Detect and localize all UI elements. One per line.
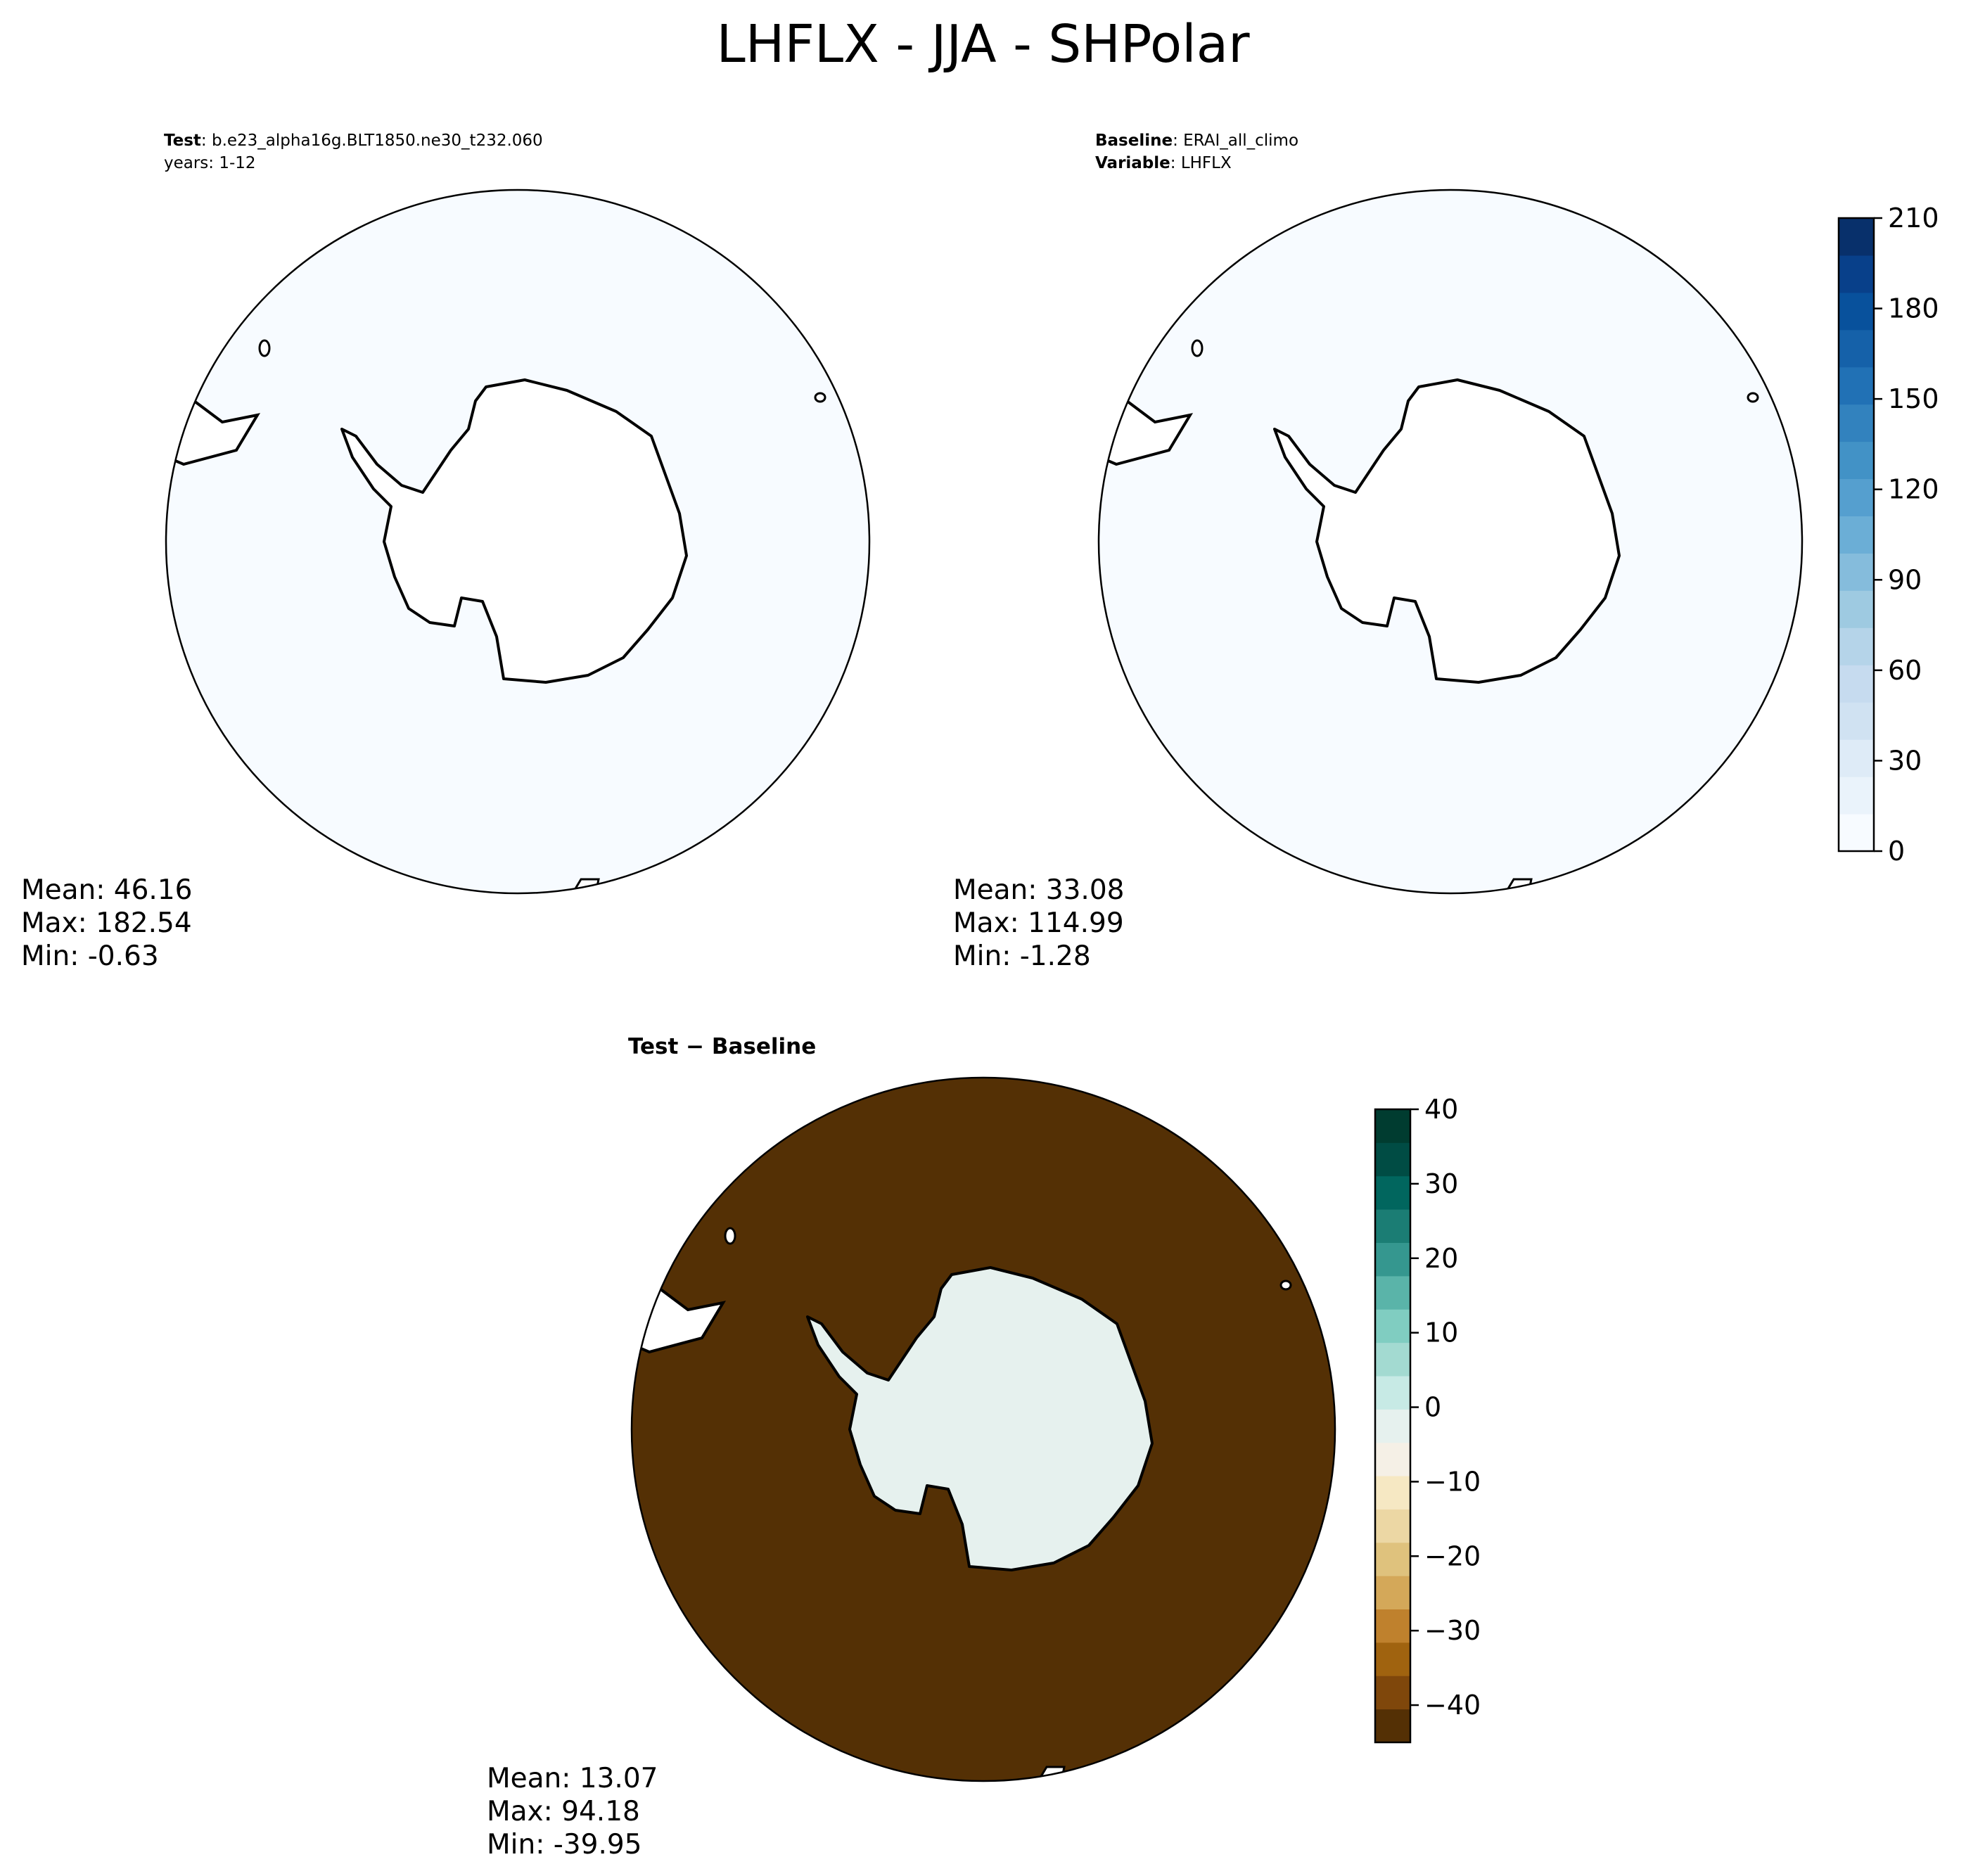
baseline-min: Min: -1.28	[953, 940, 1091, 972]
colorbar-tick-label: 180	[1888, 293, 1939, 324]
colorbar-tick-label: 10	[1424, 1317, 1458, 1348]
colorbar-tick-label: 210	[1888, 203, 1939, 234]
colorbar-tick-label: −10	[1424, 1466, 1481, 1497]
diff-min: Min: -39.95	[487, 1829, 642, 1861]
colorbar-segment	[1375, 1709, 1410, 1743]
colorbar-segment	[1839, 739, 1874, 777]
map-boundary	[165, 189, 871, 895]
colorbar-tick-label: 30	[1888, 745, 1922, 776]
colorbar-frame	[1837, 217, 1875, 853]
colorbar-segment	[1375, 1409, 1410, 1443]
colorbar-segment	[1839, 627, 1874, 665]
baseline-label: Baseline	[1095, 132, 1173, 150]
baseline-case-name: : ERAI_all_climo	[1173, 132, 1299, 150]
island-outline	[814, 392, 826, 403]
colorbar-segment	[1375, 1542, 1410, 1576]
colorbar-segment	[1839, 255, 1874, 293]
variable-name: : LHFLX	[1170, 154, 1232, 172]
test-stats: Mean: 46.16 Max: 182.54 Min: -0.63	[21, 874, 192, 973]
test-max: Max: 182.54	[21, 907, 192, 939]
baseline-map	[1097, 189, 1804, 895]
colorbar-tick-label: 0	[1424, 1392, 1441, 1423]
colorbar-segment	[1375, 1476, 1410, 1510]
baseline-header-line2: Variable: LHFLX	[1095, 152, 1298, 174]
test-years: years: 1-12	[164, 154, 256, 172]
colorbar-segment	[1375, 1309, 1410, 1344]
baseline-header-line1: Baseline: ERAI_all_climo	[1095, 129, 1298, 152]
variable-label: Variable	[1095, 154, 1170, 172]
colorbar-segment	[1375, 1442, 1410, 1476]
colorbar-tick-label: 40	[1424, 1094, 1458, 1125]
diff-title: Test − Baseline	[628, 1034, 817, 1059]
colorbar-segment	[1839, 292, 1874, 331]
abs-colorbar: 0 30 60 90 120 150 180 210	[1837, 203, 1939, 867]
colorbar-segment	[1375, 1642, 1410, 1676]
colorbar-segment	[1375, 1375, 1410, 1410]
antarctica-coastline	[1273, 378, 1621, 684]
colorbar-segment	[1375, 1342, 1410, 1377]
difference-map	[630, 1076, 1336, 1782]
colorbar-segment	[1375, 1275, 1410, 1310]
test-mean: Mean: 46.16	[21, 874, 193, 906]
island-outline	[1191, 339, 1204, 357]
baseline-max: Max: 114.99	[953, 907, 1124, 939]
colorbar-segment	[1375, 1109, 1410, 1143]
test-map	[165, 189, 871, 895]
colorbar-segment	[1839, 702, 1874, 740]
colorbar-segment	[1839, 590, 1874, 628]
test-label: Test	[164, 132, 201, 150]
colorbar-segment	[1839, 665, 1874, 703]
antarctica-coastline	[806, 1266, 1154, 1571]
colorbar-tick-label: 150	[1888, 383, 1939, 414]
colorbar-segment	[1839, 777, 1874, 815]
colorbar-segment	[1375, 1242, 1410, 1277]
colorbar-tick-label: −20	[1424, 1540, 1481, 1571]
figure-title: LHFLX - JJA - SHPolar	[716, 14, 1250, 75]
colorbar-segment	[1839, 553, 1874, 591]
colorbar-segment	[1839, 478, 1874, 517]
colorbar-segment	[1375, 1209, 1410, 1243]
colorbar-tick-label: 20	[1424, 1243, 1458, 1274]
island-outline	[1747, 392, 1759, 403]
island-outline	[724, 1227, 736, 1245]
island-outline	[1279, 1280, 1292, 1291]
antarctica-coastline	[340, 378, 688, 684]
diff-mean: Mean: 13.07	[487, 1763, 658, 1794]
baseline-mean: Mean: 33.08	[953, 874, 1125, 906]
test-header-line1: Test: b.e23_alpha16g.BLT1850.ne30_t232.0…	[164, 129, 543, 152]
colorbar-segment	[1839, 404, 1874, 442]
colorbar-tick-label: 120	[1888, 474, 1939, 505]
test-min: Min: -0.63	[21, 940, 159, 972]
diff-stats: Mean: 13.07 Max: 94.18 Min: -39.95	[487, 1762, 658, 1861]
diff-colorbar: −40 −30 −20 −10 0 10 20 30 40	[1374, 1094, 1481, 1744]
baseline-stats: Mean: 33.08 Max: 114.99 Min: -1.28	[953, 874, 1124, 973]
test-header: Test: b.e23_alpha16g.BLT1850.ne30_t232.0…	[164, 129, 543, 174]
colorbar-tick-label: 30	[1424, 1168, 1458, 1199]
baseline-header: Baseline: ERAI_all_climo Variable: LHFLX	[1095, 129, 1298, 174]
colorbar-segment	[1375, 1609, 1410, 1643]
colorbar-segment	[1375, 1175, 1410, 1210]
diff-max: Max: 94.18	[487, 1796, 640, 1827]
island-outline	[258, 339, 271, 357]
colorbar-segment	[1839, 366, 1874, 405]
colorbar-segment	[1839, 218, 1874, 256]
colorbar-tick-label: 60	[1888, 655, 1922, 686]
colorbar-segment	[1375, 1576, 1410, 1610]
colorbar-segment	[1375, 1142, 1410, 1177]
colorbar-segment	[1839, 814, 1874, 852]
map-boundary	[630, 1076, 1336, 1782]
colorbar-segment	[1375, 1676, 1410, 1710]
colorbar-tick-label: 90	[1888, 564, 1922, 595]
colorbar-tick-label: −30	[1424, 1615, 1481, 1646]
colorbar-tick-label: −40	[1424, 1690, 1481, 1721]
colorbar-segment	[1839, 441, 1874, 480]
map-boundary	[1097, 189, 1804, 895]
colorbar-segment	[1839, 516, 1874, 554]
colorbar-tick-label: 0	[1888, 836, 1905, 867]
colorbar-segment	[1375, 1509, 1410, 1543]
test-case-name: : b.e23_alpha16g.BLT1850.ne30_t232.060	[200, 132, 543, 150]
colorbar-segment	[1839, 329, 1874, 368]
colorbar-frame	[1374, 1108, 1412, 1744]
